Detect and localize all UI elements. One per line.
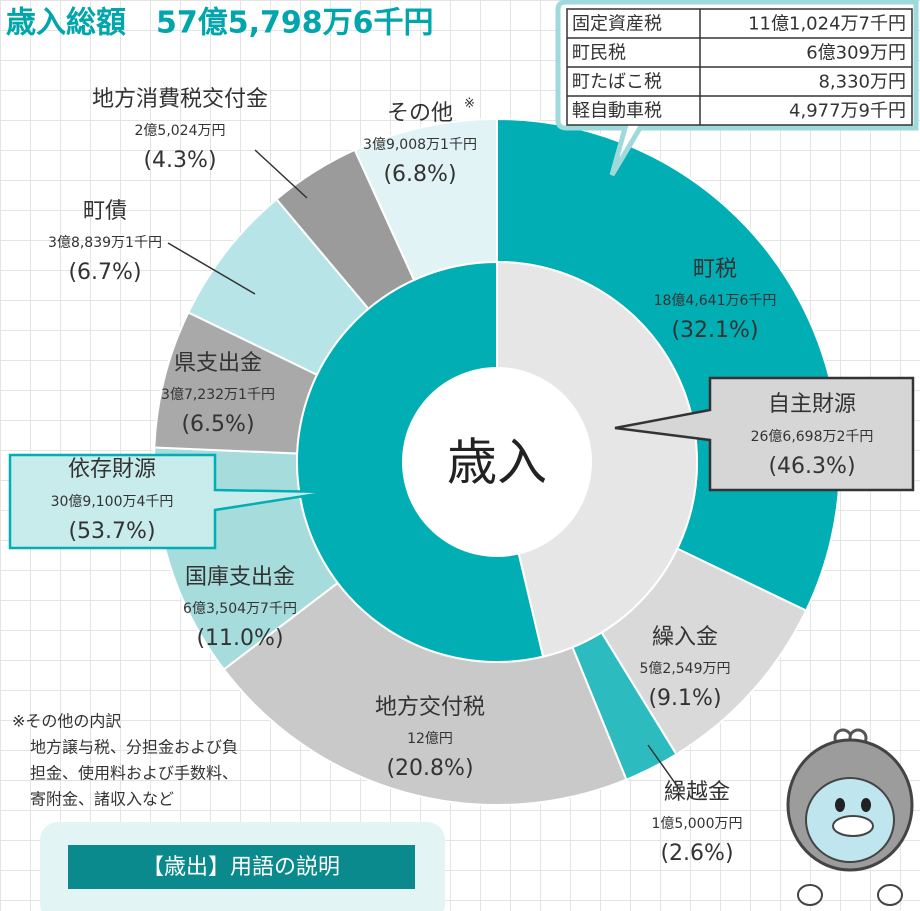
- category-label: 繰越金: [664, 780, 730, 805]
- category-label: 町債: [83, 199, 127, 224]
- amount-label: 2億5,024万円: [135, 123, 226, 139]
- leader-line: [167, 242, 256, 295]
- amount-label: 1億5,000万円: [652, 816, 743, 832]
- table-cell: 6億309万円: [806, 43, 906, 64]
- table-cell: 11億1,024万7千円: [748, 14, 906, 35]
- table-cell: 軽自動車税: [572, 101, 662, 122]
- note-line: ※その他の内訳: [12, 712, 121, 731]
- value-label: (20.8%): [386, 756, 473, 781]
- category-label: 地方消費税交付金: [92, 87, 268, 112]
- self-callout: [614, 376, 915, 492]
- group-label: 自主財源: [768, 392, 856, 417]
- note-line: 担金、使用料および手数料、: [30, 764, 238, 783]
- note-line: 地方譲与税、分担金および負: [30, 738, 238, 757]
- value-label: (2.6%): [660, 841, 733, 866]
- value-label: (11.0%): [196, 626, 283, 651]
- center-hole: [402, 367, 592, 557]
- table-cell: 町民税: [572, 43, 626, 64]
- table-cell: 町たばこ税: [572, 72, 662, 93]
- dep-callout: [8, 453, 331, 550]
- category-label: 地方交付税: [375, 695, 485, 720]
- center-label: 歳入: [447, 434, 547, 492]
- labels: 町税 18億4,641万6千円 (32.1%) 繰入金 5億2,549万円 (9.1%) 繰…: [48, 87, 873, 866]
- term-header: [68, 845, 415, 889]
- mascot: [786, 728, 914, 906]
- category-label: 国庫支出金: [185, 565, 295, 590]
- group-value: (46.3%): [768, 454, 855, 479]
- leader-line: [254, 149, 308, 199]
- table-cell: 8,330万円: [818, 72, 906, 93]
- note: ※その他の内訳地方譲与税、分担金および負担金、使用料および手数料、寄附金、諸収入…: [12, 712, 238, 809]
- chart-title: 歳入総額 57億5,798万6千円: [6, 6, 434, 41]
- amount-label: 3億7,232万1千円: [161, 387, 275, 403]
- category-label: 県支出金: [174, 351, 262, 376]
- value-label: (6.7%): [68, 260, 141, 285]
- value-label: (6.8%): [383, 162, 456, 187]
- note-mark: ※: [464, 97, 475, 112]
- amount-label: 3億8,839万1千円: [48, 235, 162, 251]
- table-cell: 4,977万9千円: [789, 101, 906, 122]
- amount-label: 18億4,641万6千円: [654, 293, 777, 309]
- group-amount: 30億9,100万4千円: [51, 494, 174, 510]
- amount-label: 5億2,549万円: [640, 661, 731, 677]
- note-line: 寄附金、諸収入など: [30, 790, 174, 809]
- category-label: その他: [387, 101, 453, 126]
- term-title: 【歳出】用語の説明: [142, 855, 340, 880]
- amount-label: 6億3,504万7千円: [183, 601, 297, 617]
- table-cell: 固定資産税: [572, 14, 662, 35]
- value-label: (6.5%): [181, 412, 254, 437]
- value-label: (9.1%): [648, 686, 721, 711]
- amount-label: 12億円: [407, 731, 453, 747]
- amount-label: 3億9,008万1千円: [363, 137, 477, 153]
- leader-line: [647, 744, 681, 791]
- group-value: (53.7%): [68, 519, 155, 544]
- category-label: 町税: [693, 257, 737, 282]
- group-amount: 26億6,698万2千円: [751, 429, 874, 445]
- value-label: (32.1%): [671, 318, 758, 343]
- group-label: 依存財源: [68, 457, 156, 482]
- value-label: (4.3%): [143, 148, 216, 173]
- category-label: 繰入金: [652, 625, 718, 650]
